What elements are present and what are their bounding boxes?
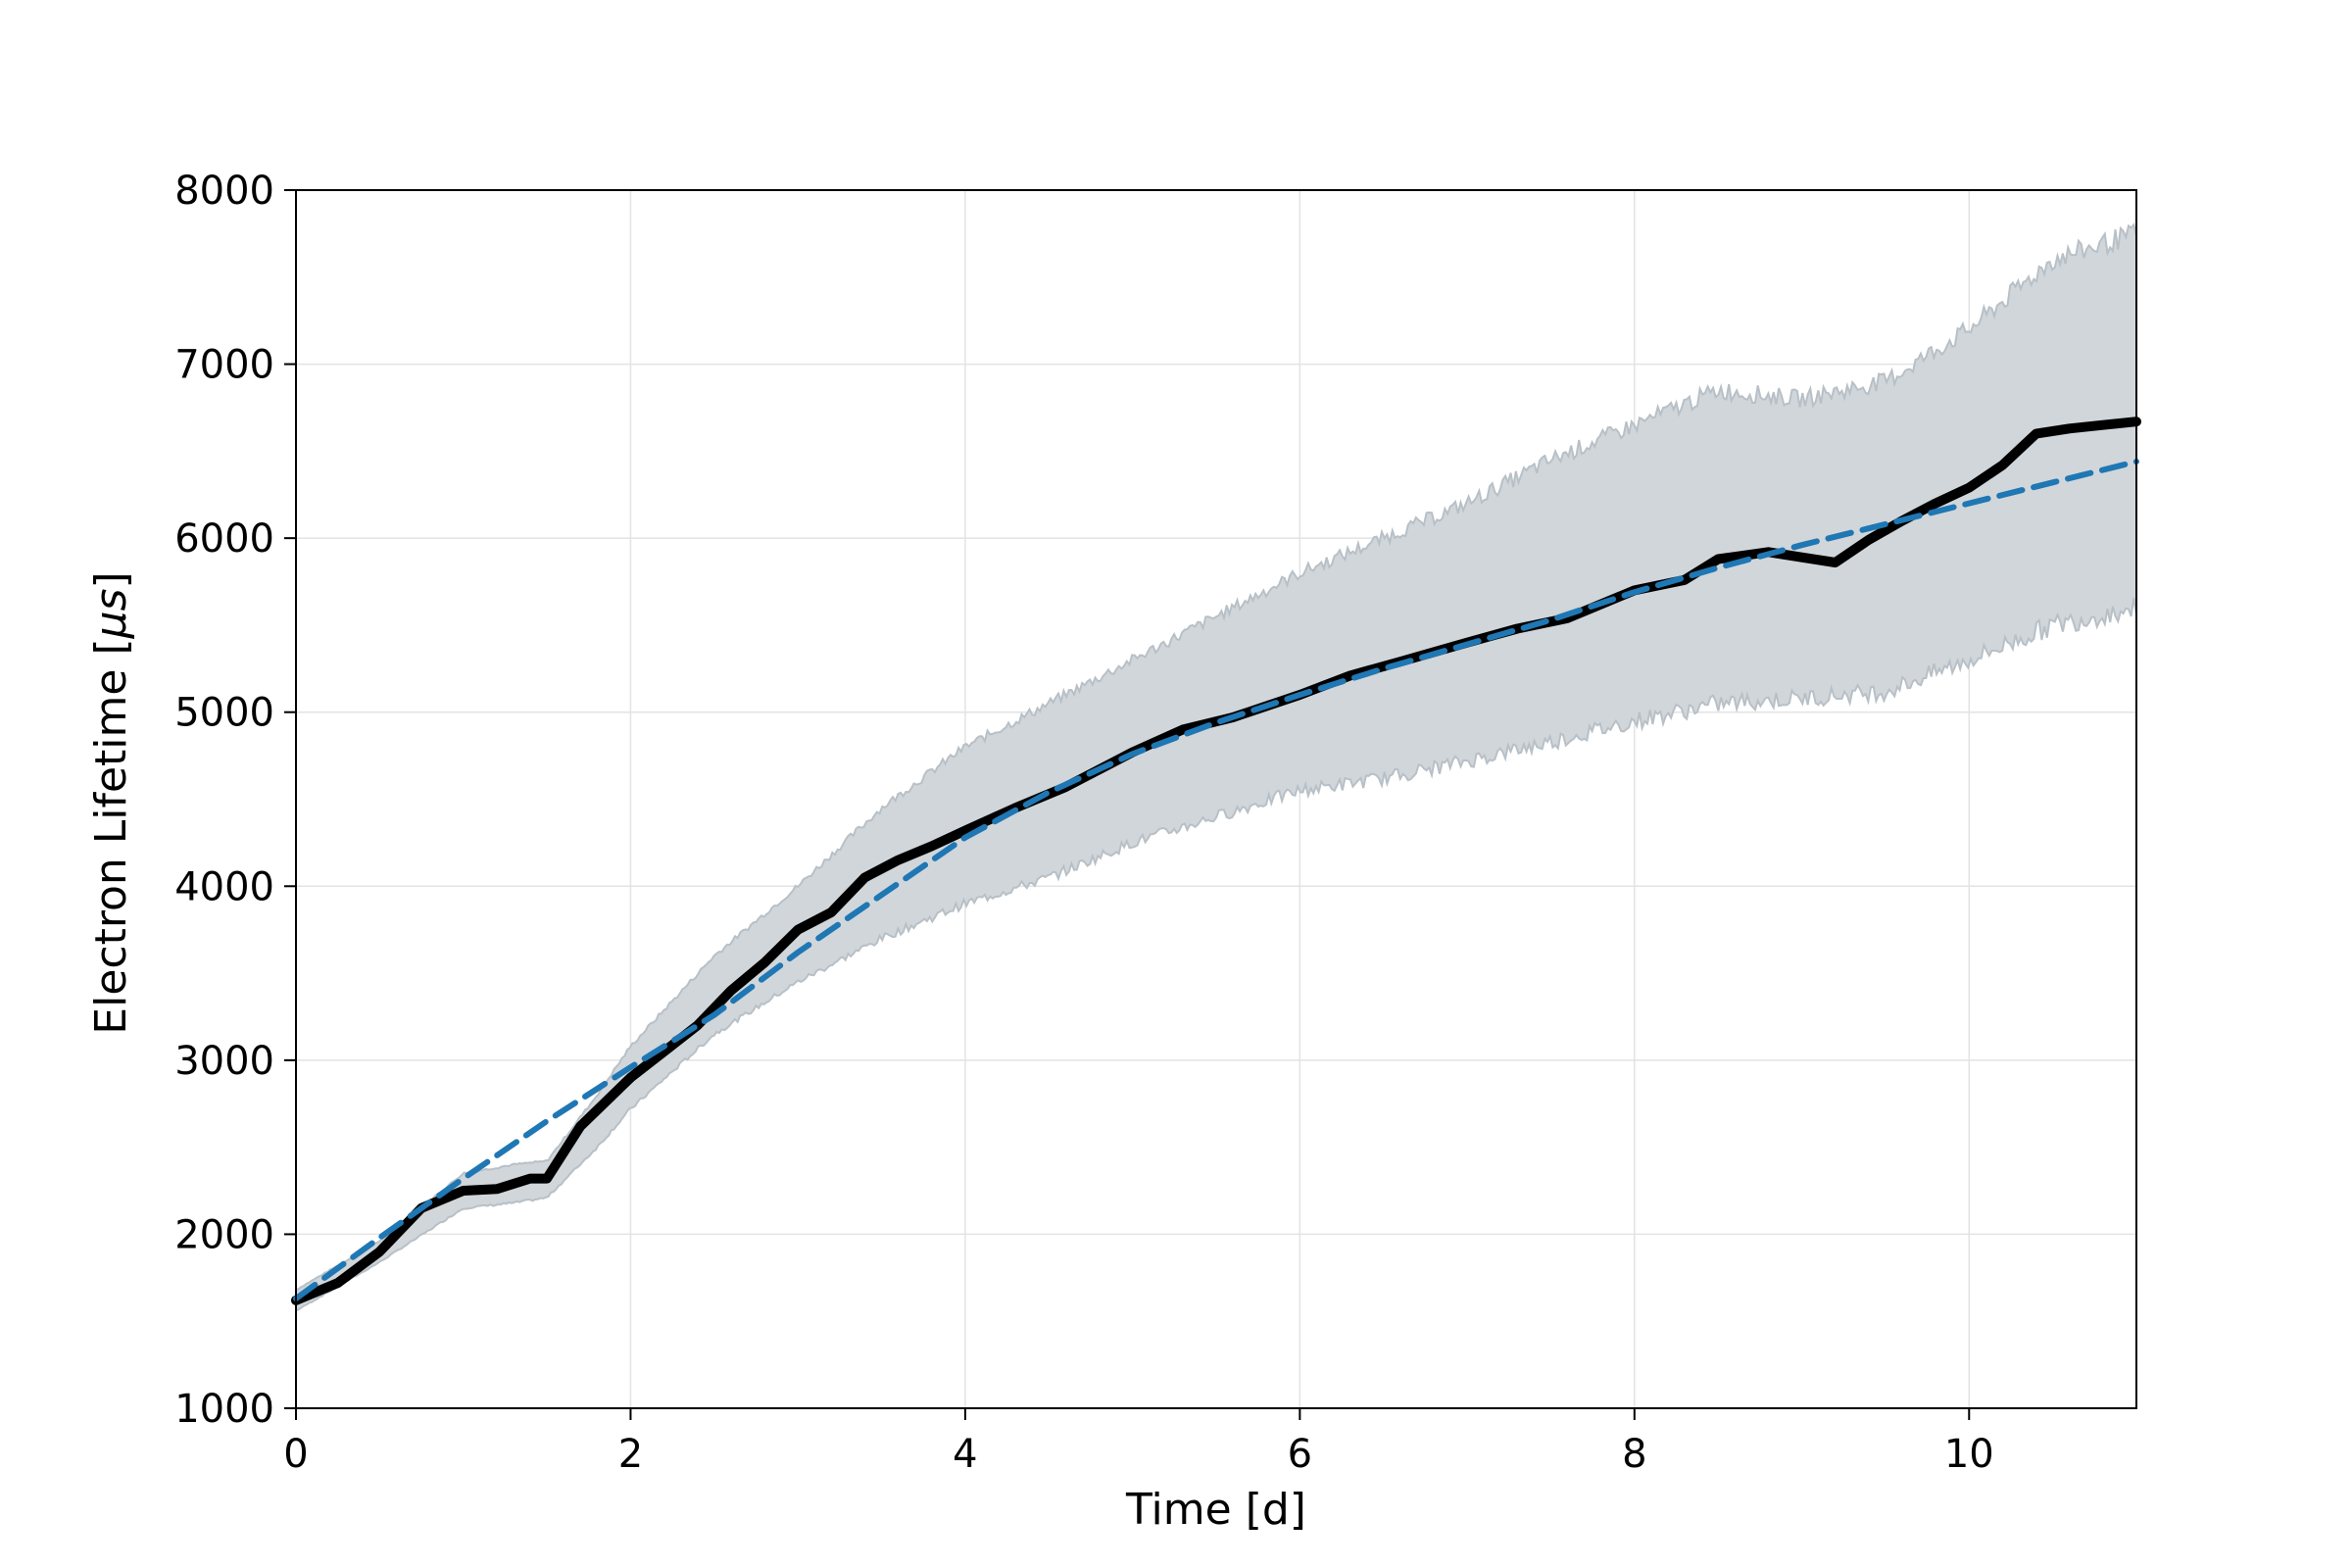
y-tick-label: 1000 — [174, 1387, 274, 1432]
measured-line — [291, 416, 2141, 1305]
y-tick-label: 2000 — [174, 1212, 274, 1257]
y-axis-label: Electron Lifetime [μs] — [86, 571, 136, 1034]
plot-frame — [295, 189, 2137, 1409]
y-axis-ticks: 1000 2000 3000 4000 5000 6000 7000 8000 — [174, 169, 296, 1432]
y-tick-label: 4000 — [174, 864, 274, 909]
fit-line-dashed — [293, 459, 2139, 1302]
uncertainty-band-lower-edge — [295, 597, 2137, 1312]
y-tick-label: 6000 — [174, 516, 274, 562]
y-tick-label: 3000 — [174, 1039, 274, 1084]
y-axis-label-suffix: ] — [86, 571, 136, 588]
series-group — [291, 416, 2141, 1305]
x-axis-label: Time [d] — [1125, 1485, 1306, 1535]
x-axis-ticks: 0 2 4 6 8 10 — [283, 1408, 1994, 1477]
y-tick-label: 8000 — [174, 169, 274, 214]
uncertainty-band — [296, 224, 2136, 1311]
x-tick-label: 4 — [953, 1432, 977, 1477]
y-tick-label: 5000 — [174, 691, 274, 736]
x-tick-label: 2 — [618, 1432, 643, 1477]
y-axis-label-text: Electron Lifetime [ — [86, 638, 136, 1034]
x-tick-label: 6 — [1288, 1432, 1312, 1477]
x-tick-label: 0 — [283, 1432, 308, 1477]
x-tick-label: 10 — [1944, 1432, 1994, 1477]
y-axis-label-unit: μs — [86, 588, 136, 639]
x-tick-label: 8 — [1622, 1432, 1646, 1477]
y-tick-label: 7000 — [174, 343, 274, 388]
